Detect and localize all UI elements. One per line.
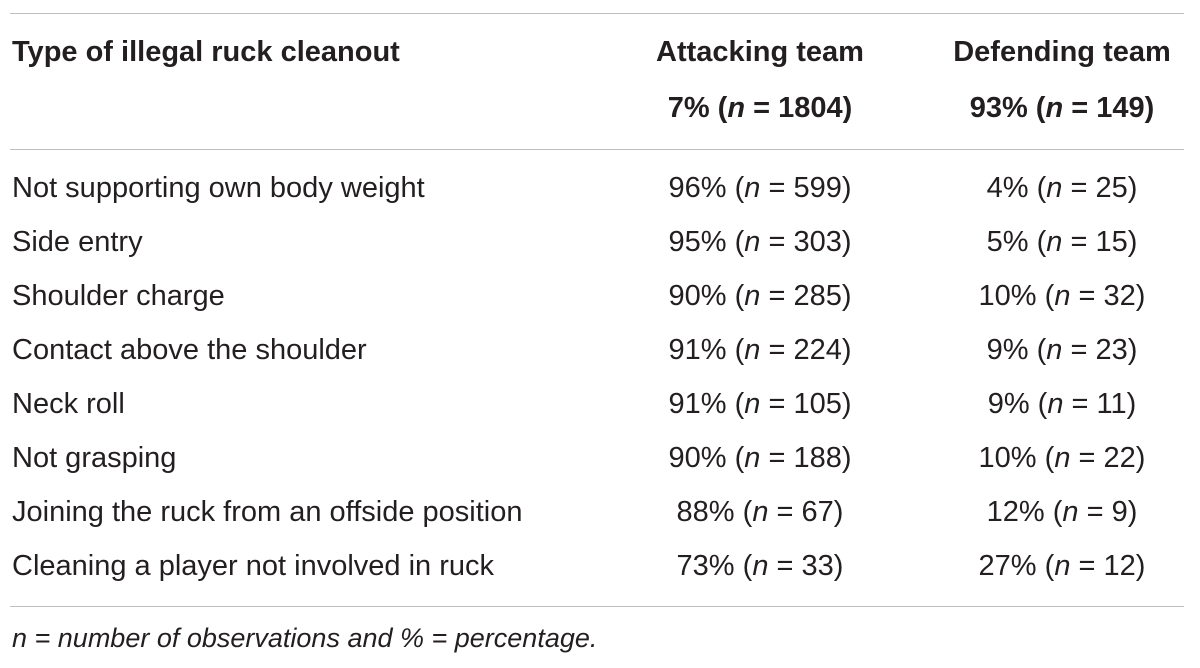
attacking-n: 105	[793, 388, 842, 420]
attacking-pct: 91%	[668, 334, 727, 366]
row-attacking: 91% (n = 105)	[668, 388, 852, 420]
n-symbol: n	[1046, 172, 1063, 204]
attacking-n: 188	[793, 442, 842, 474]
header-defending-n: 149	[1096, 92, 1145, 124]
table-row: Joining the ruck from an offside positio…	[0, 485, 1200, 539]
attacking-n: 303	[793, 226, 842, 258]
header-defending-pct: 93%	[969, 92, 1028, 124]
attacking-pct: 90%	[668, 442, 727, 474]
attacking-n: 599	[793, 172, 842, 204]
defending-pct: 12%	[986, 496, 1045, 528]
row-defending: 10% (n = 32)	[978, 280, 1146, 312]
n-symbol: n	[1054, 550, 1071, 582]
table-row: Contact above the shoulder 91% (n = 224) 9…	[0, 323, 1200, 377]
table-row: Side entry 95% (n = 303) 5% (n = 15)	[0, 215, 1200, 269]
attacking-n: 67	[801, 496, 834, 528]
row-attacking: 91% (n = 224)	[668, 334, 852, 366]
attacking-pct: 88%	[676, 496, 735, 528]
attacking-pct: 73%	[676, 550, 735, 582]
row-defending: 4% (n = 25)	[986, 172, 1138, 204]
n-symbol: n	[744, 388, 761, 420]
attacking-pct: 96%	[668, 172, 727, 204]
attacking-pct: 95%	[668, 226, 727, 258]
header-defending: Defending team	[953, 36, 1171, 68]
n-symbol: n	[727, 92, 746, 124]
defending-pct: 9%	[986, 334, 1029, 366]
row-defending: 9% (n = 11)	[987, 388, 1137, 420]
defending-pct: 9%	[987, 388, 1030, 420]
defending-n: 22	[1103, 442, 1136, 474]
row-type: Joining the ruck from an offside positio…	[12, 496, 523, 528]
defending-n: 23	[1095, 334, 1128, 366]
header-attacking: Attacking team	[656, 36, 864, 68]
header-attacking-stat: 7% (n = 1804)	[667, 92, 853, 124]
header-attacking-n: 1804	[778, 92, 843, 124]
defending-n: 11	[1096, 388, 1127, 420]
row-type: Not supporting own body weight	[12, 172, 425, 204]
n-symbol: n	[744, 172, 761, 204]
defending-pct: 10%	[978, 442, 1037, 474]
defending-pct: 5%	[986, 226, 1029, 258]
row-attacking: 95% (n = 303)	[668, 226, 852, 258]
row-type: Cleaning a player not involved in ruck	[12, 550, 494, 582]
row-type: Not grasping	[12, 442, 177, 474]
row-defending: 27% (n = 12)	[978, 550, 1146, 582]
row-defending: 12% (n = 9)	[986, 496, 1138, 528]
n-symbol: n	[744, 442, 761, 474]
table-row: Not supporting own body weight 96% (n = 5…	[0, 161, 1200, 215]
n-symbol: n	[744, 334, 761, 366]
defending-n: 15	[1095, 226, 1128, 258]
row-attacking: 96% (n = 599)	[668, 172, 852, 204]
row-type: Contact above the shoulder	[12, 334, 367, 366]
attacking-n: 33	[801, 550, 834, 582]
row-defending: 5% (n = 15)	[986, 226, 1138, 258]
row-attacking: 90% (n = 285)	[668, 280, 852, 312]
defending-pct: 4%	[986, 172, 1029, 204]
row-type: Shoulder charge	[12, 280, 225, 312]
n-symbol: n	[1047, 388, 1064, 420]
table-footnote: n = number of observations and % = perce…	[12, 623, 598, 653]
row-attacking: 73% (n = 33)	[676, 550, 844, 582]
n-symbol: n	[744, 280, 761, 312]
defending-n: 12	[1103, 550, 1136, 582]
n-symbol: n	[1062, 496, 1079, 528]
attacking-n: 224	[793, 334, 842, 366]
n-symbol: n	[1054, 280, 1071, 312]
n-symbol: n	[744, 226, 761, 258]
row-type: Side entry	[12, 226, 143, 258]
row-type: Neck roll	[12, 388, 125, 420]
table-row: Shoulder charge 90% (n = 285) 10% (n = 32)	[0, 269, 1200, 323]
row-defending: 10% (n = 22)	[978, 442, 1146, 474]
n-symbol: n	[752, 496, 769, 528]
attacking-pct: 91%	[668, 388, 727, 420]
n-symbol: n	[1046, 226, 1063, 258]
row-attacking: 88% (n = 67)	[676, 496, 844, 528]
header-type: Type of illegal ruck cleanout	[12, 36, 400, 68]
attacking-n: 285	[793, 280, 842, 312]
n-symbol: n	[752, 550, 769, 582]
n-symbol: n	[1045, 92, 1064, 124]
header-defending-stat: 93% (n = 149)	[969, 92, 1155, 124]
bottom-rule	[10, 606, 1184, 607]
row-attacking: 90% (n = 188)	[668, 442, 852, 474]
table-row: Not grasping 90% (n = 188) 10% (n = 22)	[0, 431, 1200, 485]
defending-n: 32	[1103, 280, 1136, 312]
table-row: Neck roll 91% (n = 105) 9% (n = 11)	[0, 377, 1200, 431]
defending-n: 9	[1111, 496, 1128, 528]
top-rule	[10, 13, 1184, 14]
defending-pct: 27%	[978, 550, 1037, 582]
row-defending: 9% (n = 23)	[986, 334, 1138, 366]
n-symbol: n	[1046, 334, 1063, 366]
defending-n: 25	[1095, 172, 1128, 204]
header-rule	[10, 149, 1184, 150]
header-attacking-pct: 7%	[667, 92, 710, 124]
defending-pct: 10%	[978, 280, 1037, 312]
table-row: Cleaning a player not involved in ruck 73…	[0, 539, 1200, 593]
n-symbol: n	[1054, 442, 1071, 474]
attacking-pct: 90%	[668, 280, 727, 312]
table-body: Not supporting own body weight 96% (n = 5…	[0, 161, 1200, 593]
